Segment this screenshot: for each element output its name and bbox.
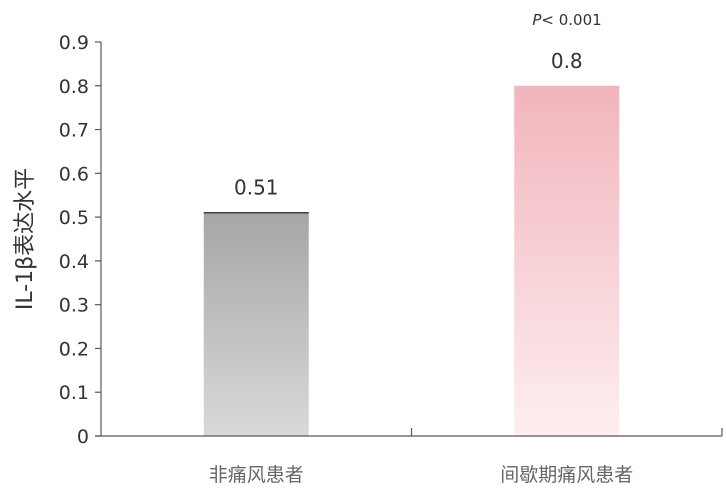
y-tick-label: 0.1 <box>59 382 89 404</box>
p-text: < 0.001 <box>541 11 601 29</box>
y-tick-label: 0.5 <box>59 207 89 229</box>
y-tick-label: 0.9 <box>59 32 89 54</box>
data-label: 0.8 <box>551 49 583 73</box>
y-tick-label: 0.2 <box>59 338 89 360</box>
x-category-label: 非痛风患者 <box>209 464 304 486</box>
y-tick-label: 0 <box>77 426 89 448</box>
y-tick-label: 0.7 <box>59 120 89 142</box>
y-tick-label: 0.8 <box>59 76 89 98</box>
y-tick-label: 0.4 <box>59 251 89 273</box>
x-category-label: 间歇期痛风患者 <box>500 464 633 486</box>
data-label: 0.51 <box>234 176 279 200</box>
p-symbol: P <box>532 11 542 29</box>
bar-1 <box>203 212 309 436</box>
y-tick-label: 0.3 <box>59 295 89 317</box>
p-value-annotation: P< 0.001 <box>532 11 601 29</box>
y-tick-label: 0.6 <box>59 163 89 185</box>
bar-2 <box>514 85 620 437</box>
y-axis-label: IL-1β表达水平 <box>13 168 38 310</box>
